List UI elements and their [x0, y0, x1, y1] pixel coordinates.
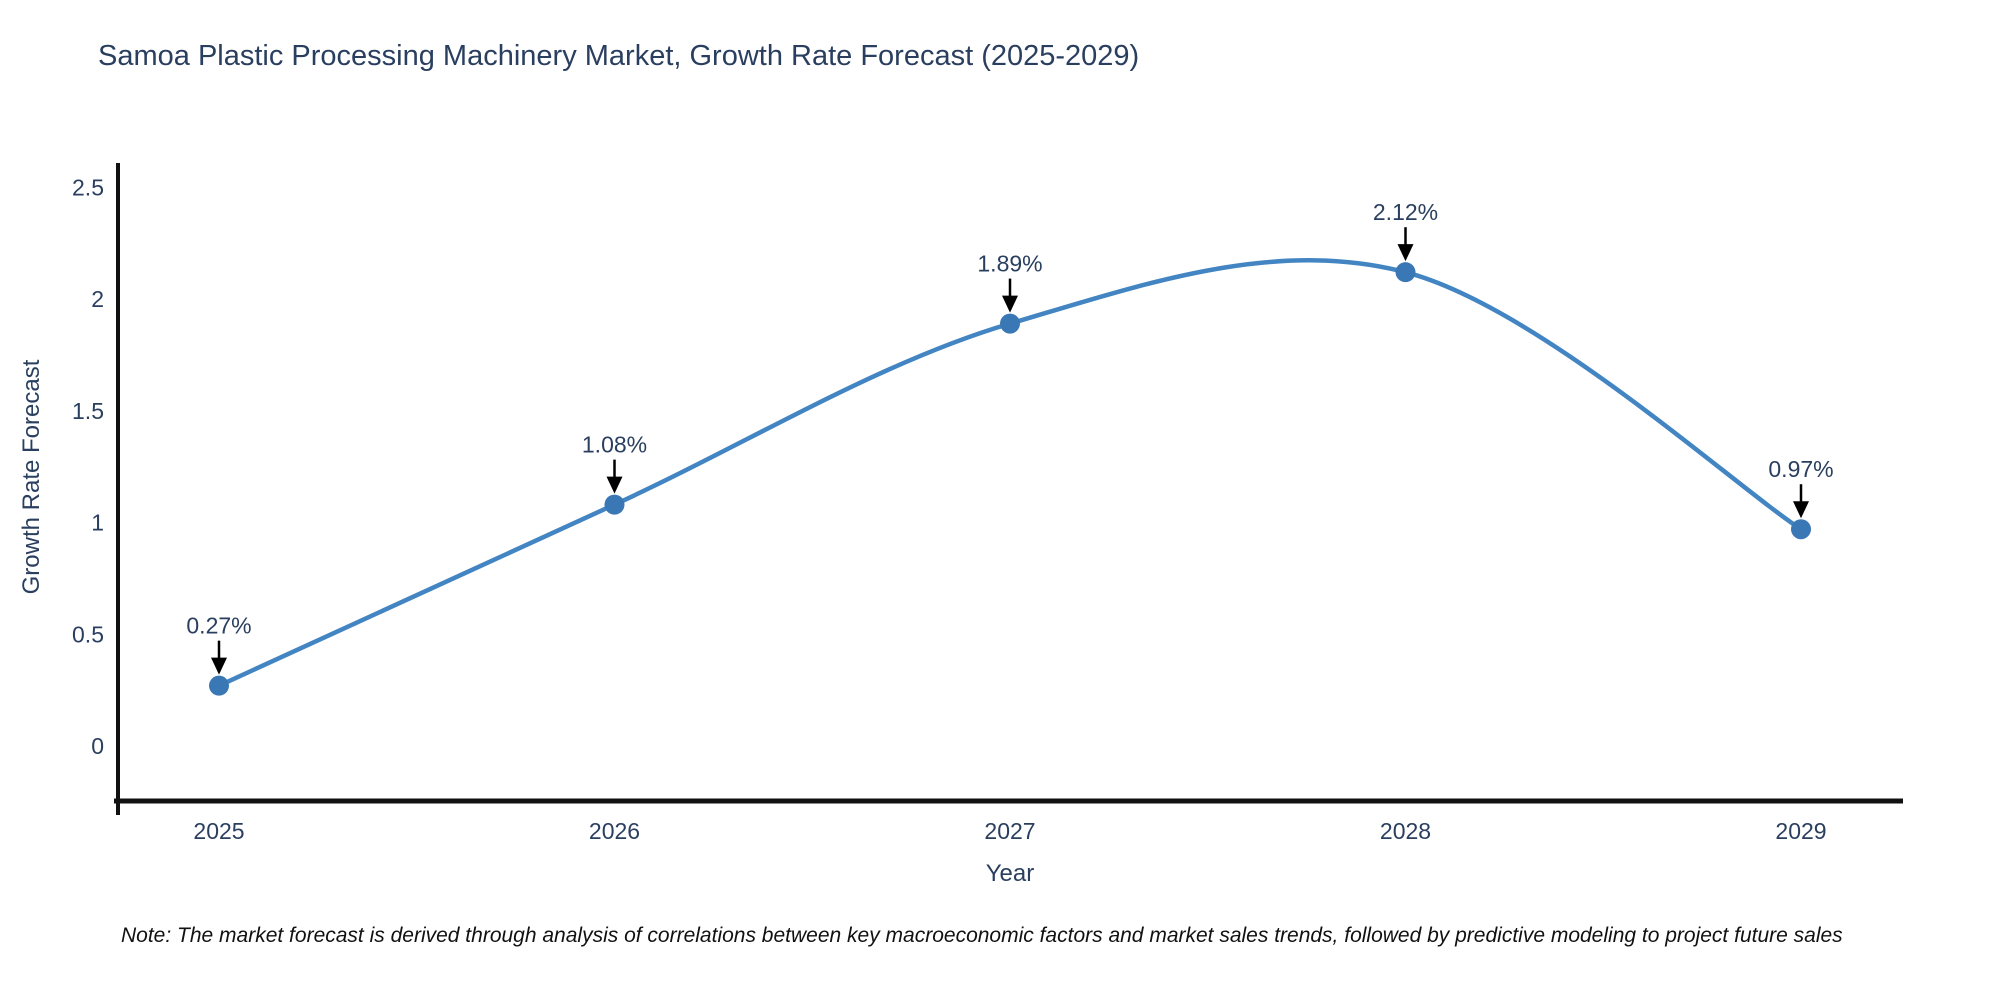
data-point-2027	[1000, 313, 1020, 334]
data-point-2028	[1395, 262, 1416, 283]
chart-title: Samoa Plastic Processing Machinery Marke…	[98, 40, 1140, 72]
y-tick-label-1.5: 1.5	[72, 398, 104, 424]
x-tick-label-2029: 2029	[1775, 818, 1826, 844]
x-tick-label-2027: 2027	[984, 818, 1035, 844]
data-point-2025	[209, 675, 229, 696]
y-tick-label-0: 0	[91, 733, 104, 759]
data-point-2029	[1791, 519, 1811, 540]
x-axis-title: Year	[985, 860, 1035, 887]
y-tick-label-0.5: 0.5	[72, 621, 104, 647]
annotation-arrowhead-2025	[211, 657, 227, 675]
data-point-2026	[604, 494, 625, 515]
y-tick-label-2: 2	[91, 286, 104, 312]
annotation-label-2028: 2.12%	[1373, 199, 1438, 225]
annotation-arrowhead-2029	[1793, 501, 1809, 519]
x-tick-label-2026: 2026	[589, 818, 640, 844]
y-tick-label-1: 1	[91, 510, 104, 536]
annotation-label-2026: 1.08%	[582, 432, 647, 458]
annotation-arrowhead-2027	[1002, 295, 1018, 313]
annotation-arrowhead-2026	[606, 476, 623, 494]
annotation-label-2025: 0.27%	[186, 613, 251, 639]
y-tick-label-2.5: 2.5	[72, 174, 104, 200]
annotation-label-2029: 0.97%	[1768, 456, 1833, 482]
annotation-label-2027: 1.89%	[977, 251, 1042, 277]
x-tick-label-2025: 2025	[193, 818, 244, 844]
annotation-arrowhead-2028	[1397, 244, 1414, 262]
x-tick-label-2028: 2028	[1380, 818, 1431, 844]
footnote: Note: The market forecast is derived thr…	[121, 924, 1843, 947]
